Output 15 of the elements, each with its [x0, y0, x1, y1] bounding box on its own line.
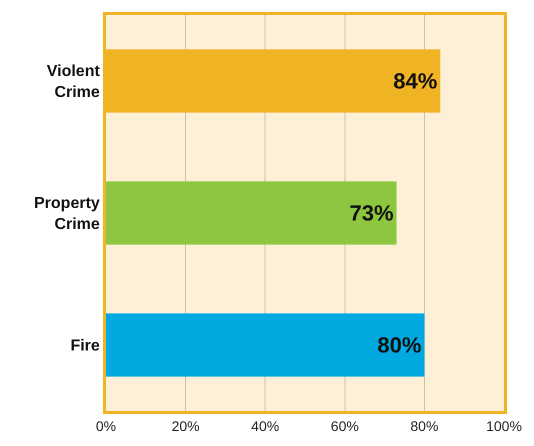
y-tick-label: Fire: [70, 338, 100, 355]
x-tick-label: 0%: [96, 418, 116, 434]
bar: [106, 313, 424, 377]
y-tick-label: Violent Crime: [46, 63, 100, 101]
y-tick-label: Property Crime: [34, 195, 100, 233]
data-label: 80%: [377, 332, 422, 358]
x-tick-label: 80%: [410, 418, 438, 434]
data-label: 84%: [393, 68, 438, 94]
data-label: 73%: [349, 200, 394, 226]
bar: [106, 181, 397, 245]
x-tick-label: 40%: [251, 418, 280, 434]
x-tick-label: 20%: [172, 418, 200, 434]
x-tick-label: 60%: [330, 418, 359, 434]
bar: [106, 49, 440, 113]
x-tick-label: 100%: [486, 418, 522, 434]
